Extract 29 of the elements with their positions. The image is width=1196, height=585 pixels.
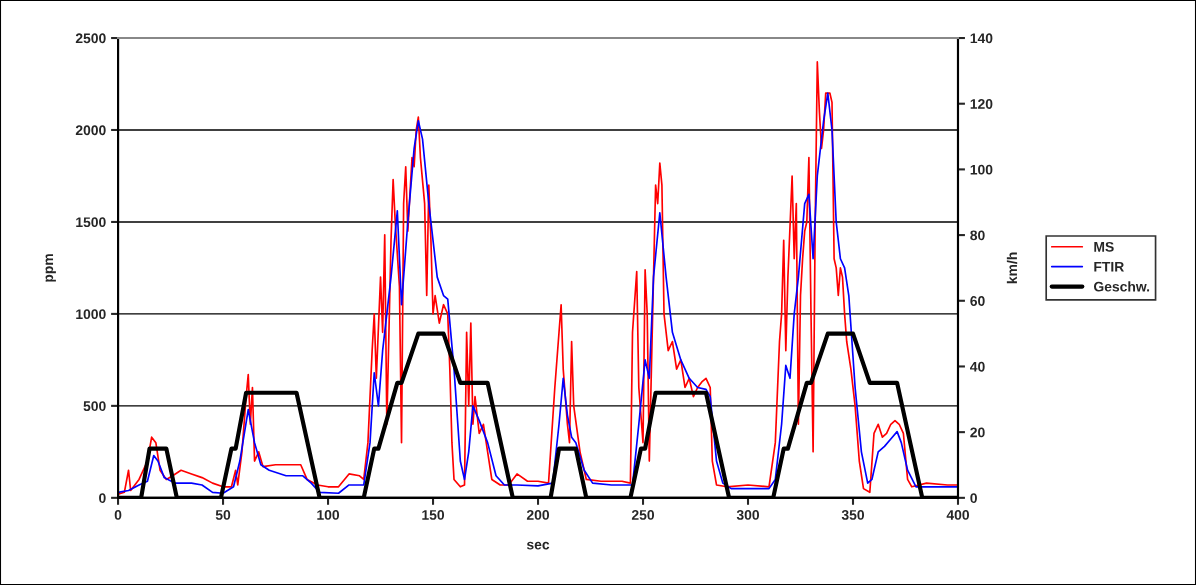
x-tick-label: 0	[114, 510, 122, 520]
y2-tick-label: 80	[970, 230, 985, 241]
y2-tick-label: 20	[970, 427, 985, 438]
x-tick-label: 50	[215, 510, 231, 520]
y-tick-label: 1000	[76, 309, 106, 320]
y-tick-label: 500	[83, 401, 106, 412]
y2-tick-label: 140	[970, 33, 993, 44]
x-tick-label: 150	[422, 510, 445, 520]
x-axis-title: sec	[526, 541, 550, 550]
y-axis-title: ppm	[45, 254, 56, 282]
y-tick-label: 1500	[76, 217, 106, 228]
legend-label: FTIR	[1094, 261, 1124, 272]
x-tick-label: 300	[736, 510, 760, 520]
legend-label: Geschw.	[1093, 281, 1150, 292]
y-tick-label: 2500	[75, 33, 106, 44]
y2-tick-label: 120	[970, 99, 993, 109]
y-tick-label: 0	[99, 493, 106, 503]
legend-label: MS	[1094, 241, 1114, 252]
y-tick-label: 2000	[75, 125, 106, 136]
x-tick-label: 200	[526, 510, 550, 520]
y2-tick-label: 0	[970, 493, 977, 503]
x-tick-label: 100	[317, 510, 340, 520]
y2-axis-title: km/h	[1006, 252, 1018, 284]
x-tick-label: 350	[841, 510, 865, 520]
y2-tick-label: 60	[970, 296, 985, 306]
y2-tick-label: 40	[970, 361, 985, 372]
y2-tick-label: 100	[970, 164, 993, 175]
x-tick-label: 400	[946, 510, 970, 520]
x-tick-label: 250	[631, 510, 655, 520]
